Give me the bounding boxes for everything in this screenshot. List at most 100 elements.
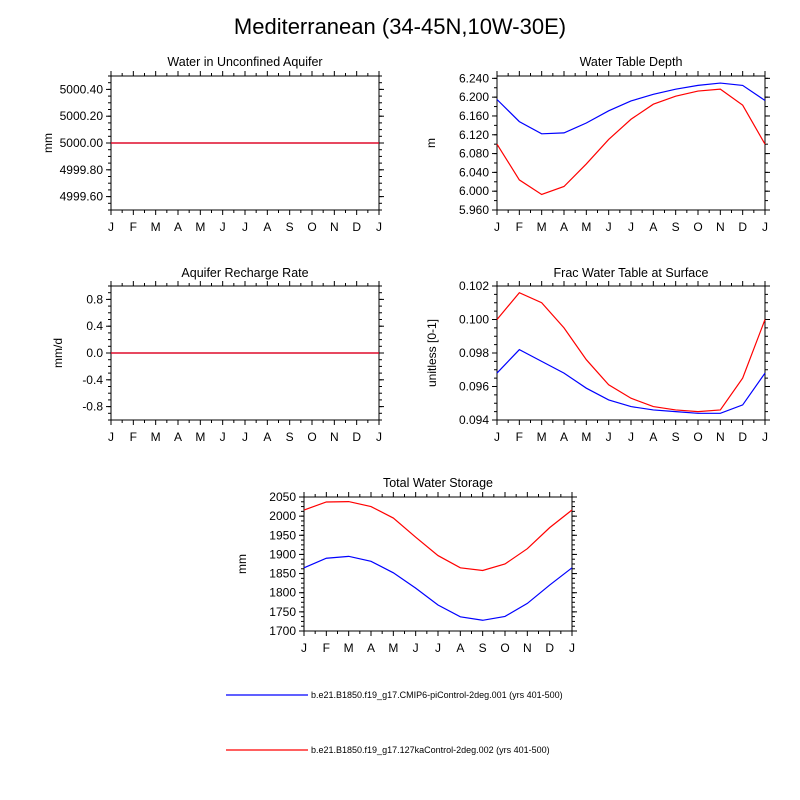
x-tick-label: J: [569, 641, 575, 655]
x-tick-label: J: [413, 641, 419, 655]
x-tick-label: O: [693, 220, 702, 234]
chart-title: Frac Water Table at Surface: [554, 266, 709, 280]
series-line-red: [496, 88, 766, 196]
chart-title: Water in Unconfined Aquifer: [167, 55, 322, 69]
x-tick-label: M: [195, 220, 205, 234]
y-tick-label: 6.080: [459, 147, 489, 161]
y-tick-label: 0.096: [459, 380, 489, 394]
x-tick-label: J: [242, 430, 248, 444]
y-tick-label: 6.200: [459, 90, 489, 104]
figure-title: Mediterranean (34-45N,10W-30E): [233, 14, 567, 39]
x-tick-label: J: [376, 430, 382, 444]
x-tick-label: M: [581, 430, 591, 444]
y-tick-label: 2000: [269, 509, 296, 523]
x-tick-label: N: [716, 220, 725, 234]
x-tick-label: J: [606, 430, 612, 444]
y-axis-label: mm: [235, 554, 249, 574]
x-tick-label: N: [716, 430, 725, 444]
y-tick-label: 1750: [269, 605, 296, 619]
x-tick-label: A: [263, 220, 271, 234]
y-tick-label: 5000.40: [60, 82, 104, 96]
y-tick-label: 4999.60: [60, 190, 104, 204]
x-tick-label: M: [537, 220, 547, 234]
y-tick-label: 0.4: [86, 319, 103, 333]
plot-frame: [303, 496, 573, 632]
x-tick-label: O: [307, 220, 316, 234]
x-tick-label: J: [762, 220, 768, 234]
x-tick-label: M: [344, 641, 354, 655]
y-tick-label: 5.960: [459, 203, 489, 217]
x-tick-label: J: [108, 430, 114, 444]
series-line-blue: [496, 82, 766, 135]
y-tick-label: -0.8: [82, 400, 103, 414]
x-tick-label: F: [516, 430, 523, 444]
x-tick-label: A: [560, 430, 568, 444]
x-tick-label: N: [330, 430, 339, 444]
x-tick-label: M: [388, 641, 398, 655]
x-tick-label: A: [263, 430, 271, 444]
y-axis-label: m: [424, 138, 438, 148]
series-line-red: [303, 500, 573, 572]
chart-title: Total Water Storage: [383, 476, 493, 490]
x-tick-label: S: [672, 220, 680, 234]
y-axis-label: unitless [0-1]: [425, 319, 439, 387]
plot-frame: [496, 285, 766, 421]
x-tick-label: J: [762, 430, 768, 444]
x-tick-label: F: [516, 220, 523, 234]
x-tick-label: A: [367, 641, 375, 655]
x-tick-label: A: [174, 220, 182, 234]
y-tick-label: 2050: [269, 490, 296, 504]
x-tick-label: M: [151, 220, 161, 234]
y-tick-label: 5000.20: [60, 109, 104, 123]
x-tick-label: A: [456, 641, 464, 655]
x-tick-label: D: [545, 641, 554, 655]
x-tick-label: A: [560, 220, 568, 234]
x-tick-label: F: [130, 220, 137, 234]
chart-panel-4: Frac Water Table at Surface unitless [0-1…: [425, 266, 770, 444]
x-tick-label: A: [649, 220, 657, 234]
x-tick-label: N: [330, 220, 339, 234]
x-tick-label: J: [628, 220, 634, 234]
x-tick-label: F: [130, 430, 137, 444]
x-tick-label: F: [323, 641, 330, 655]
legend-label: b.e21.B1850.f19_g17.127kaControl-2deg.00…: [311, 745, 550, 755]
x-tick-label: J: [494, 430, 500, 444]
y-tick-label: 0.8: [86, 292, 103, 306]
x-tick-label: D: [352, 220, 361, 234]
x-tick-label: J: [435, 641, 441, 655]
series-line-blue: [496, 348, 766, 414]
y-tick-label: 1850: [269, 567, 296, 581]
plot-frame: [496, 75, 766, 211]
legend-entry-2: b.e21.B1850.f19_g17.127kaControl-2deg.00…: [226, 745, 550, 755]
y-tick-label: 1950: [269, 528, 296, 542]
x-tick-label: O: [693, 430, 702, 444]
x-tick-label: D: [738, 430, 747, 444]
y-tick-label: 1800: [269, 586, 296, 600]
x-tick-label: A: [649, 430, 657, 444]
legend-entry-1: b.e21.B1850.f19_g17.CMIP6-piControl-2deg…: [226, 690, 563, 700]
x-tick-label: N: [523, 641, 532, 655]
x-tick-label: S: [286, 220, 294, 234]
x-tick-label: J: [628, 430, 634, 444]
y-tick-label: 1700: [269, 624, 296, 638]
y-tick-label: 0.094: [459, 413, 489, 427]
series-line-blue: [303, 555, 573, 621]
x-tick-label: S: [479, 641, 487, 655]
x-tick-label: M: [537, 430, 547, 444]
x-tick-label: J: [606, 220, 612, 234]
x-tick-label: J: [494, 220, 500, 234]
y-tick-label: 5000.00: [60, 136, 104, 150]
x-tick-label: O: [307, 430, 316, 444]
chart-title: Water Table Depth: [580, 55, 683, 69]
y-tick-label: 0.098: [459, 346, 489, 360]
y-tick-label: 6.000: [459, 184, 489, 198]
y-tick-label: 0.102: [459, 279, 489, 293]
y-tick-label: 1900: [269, 547, 296, 561]
chart-title: Aquifer Recharge Rate: [181, 266, 308, 280]
x-tick-label: M: [151, 430, 161, 444]
